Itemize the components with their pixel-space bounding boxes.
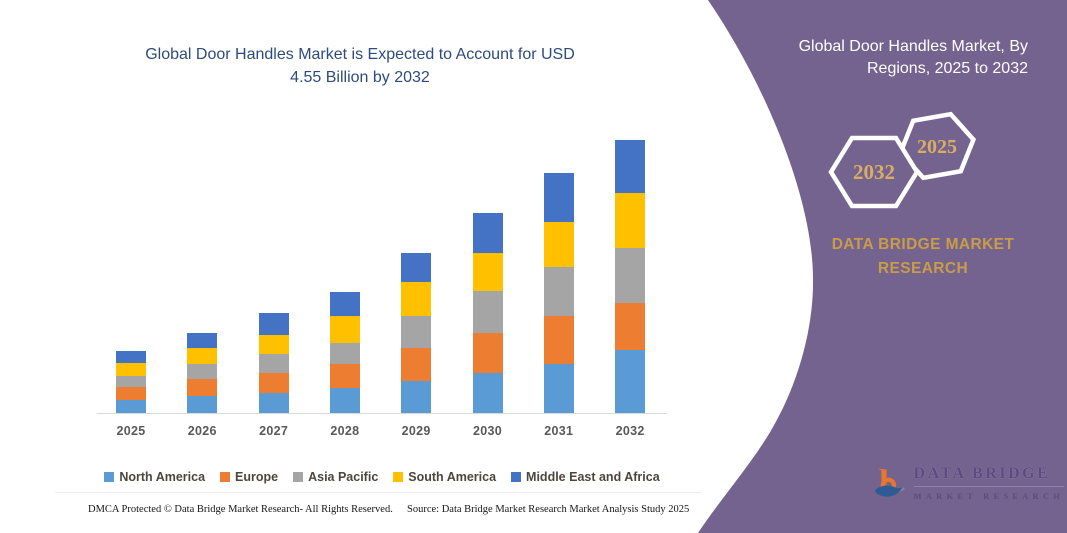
panel-title-line1: Global Door Handles Market, By: [798, 38, 1028, 55]
x-axis-line: [97, 413, 667, 414]
bar-segment-middle-east-and-africa: [116, 351, 146, 364]
bar-segment-europe: [543, 315, 574, 365]
bar-segment-europe: [258, 373, 289, 394]
bar-segment-north-america: [401, 381, 432, 413]
footer-divider: [55, 492, 701, 493]
legend-item-asia-pacific: Asia Pacific: [293, 470, 378, 484]
legend-item-north-america: North America: [104, 470, 205, 484]
bar-segment-middle-east-and-africa: [615, 140, 646, 193]
x-axis-label-2030: 2030: [472, 424, 502, 438]
dbmr-logo: DATA BRIDGE MARKET RESEARCH: [874, 452, 1064, 514]
dmca-footer-text: DMCA Protected © Data Bridge Market Rese…: [88, 504, 393, 515]
stacked-bar-2029: [401, 252, 432, 413]
x-axis-label-2025: 2025: [116, 424, 146, 438]
bar-segment-asia-pacific: [258, 353, 289, 374]
bar-segment-south-america: [543, 221, 574, 268]
x-axis-label-2032: 2032: [615, 424, 645, 438]
chart-title-line1: Global Door Handles Market is Expected t…: [145, 46, 575, 63]
legend-swatch: [104, 472, 115, 482]
stacked-bar-plot: [97, 119, 667, 413]
bar-segment-europe: [116, 386, 146, 400]
chart-title: Global Door Handles Market is Expected t…: [100, 43, 620, 89]
bar-segment-europe: [187, 379, 218, 397]
x-axis-label-2027: 2027: [259, 424, 289, 438]
dbmr-logo-icon: [874, 468, 905, 497]
x-axis-label-2029: 2029: [401, 424, 431, 438]
bar-segment-south-america: [329, 316, 360, 343]
dbmr-heading: DATA BRIDGE MARKET RESEARCH: [798, 233, 1048, 281]
stacked-bar-2032: [615, 140, 646, 413]
stacked-bar-2031: [543, 173, 574, 413]
dbmr-logo-text: DATA BRIDGE MARKET RESEARCH: [913, 465, 1064, 501]
bar-segment-asia-pacific: [329, 342, 360, 365]
bar-segment-south-america: [116, 363, 146, 377]
logo-name: DATA BRIDGE: [913, 465, 1064, 487]
bar-segment-asia-pacific: [116, 376, 146, 387]
stacked-bar-2030: [472, 213, 503, 413]
bar-segment-middle-east-and-africa: [329, 291, 360, 317]
legend-label: Middle East and Africa: [526, 470, 660, 484]
bar-segment-asia-pacific: [472, 291, 503, 333]
bar-segment-south-america: [472, 252, 503, 292]
bar-segment-north-america: [472, 372, 503, 413]
stacked-bar-2028: [329, 291, 360, 413]
bar-segment-middle-east-and-africa: [543, 173, 574, 222]
x-axis-label-2026: 2026: [187, 424, 217, 438]
bar-segment-asia-pacific: [615, 247, 646, 304]
panel-title: Global Door Handles Market, By Regions, …: [728, 36, 1028, 80]
bar-segment-europe: [329, 364, 360, 388]
logo-subtitle: MARKET RESEARCH: [913, 491, 1064, 501]
legend-item-middle-east-and-africa: Middle East and Africa: [511, 470, 660, 484]
bar-segment-north-america: [116, 399, 146, 413]
dbmr-heading-line2: RESEARCH: [877, 260, 969, 277]
bar-segment-middle-east-and-africa: [401, 252, 432, 283]
legend-label: Europe: [235, 470, 279, 484]
legend-swatch: [511, 472, 522, 482]
bar-segment-north-america: [543, 364, 574, 413]
bar-segment-south-america: [401, 282, 432, 316]
x-axis-label-2031: 2031: [544, 424, 574, 438]
bar-segment-north-america: [187, 396, 218, 413]
bar-segment-north-america: [615, 349, 646, 413]
legend-label: South America: [408, 470, 497, 484]
stacked-bar-2025: [116, 351, 146, 413]
bar-segment-south-america: [258, 335, 289, 354]
bar-segment-middle-east-and-africa: [187, 332, 218, 348]
bar-segment-europe: [401, 347, 432, 382]
bar-segment-north-america: [258, 393, 289, 413]
bar-segment-south-america: [615, 192, 646, 248]
bar-segment-south-america: [187, 347, 218, 365]
legend-item-south-america: South America: [393, 470, 496, 484]
stacked-bar-2026: [187, 332, 218, 413]
legend-label: Asia Pacific: [308, 470, 379, 484]
panel-title-line2: Regions, 2025 to 2032: [866, 60, 1028, 77]
bar-segment-europe: [615, 303, 646, 350]
logo-blue-swoosh: [874, 485, 903, 497]
bar-segment-north-america: [329, 387, 360, 413]
legend-swatch: [393, 472, 404, 482]
legend-label: North America: [119, 470, 206, 484]
hexagon-2025-year: 2025: [917, 136, 957, 158]
chart-title-line2: 4.55 Billion by 2032: [290, 69, 430, 86]
stacked-bar-2027: [258, 312, 289, 413]
bar-segment-asia-pacific: [187, 364, 218, 380]
bar-segment-middle-east-and-africa: [472, 213, 503, 253]
bar-segment-asia-pacific: [543, 267, 574, 316]
year-hexagons: 2025 2032: [828, 111, 977, 209]
chart-legend: North America Europe Asia Pacific South Ame…: [77, 470, 687, 484]
legend-swatch: [293, 472, 304, 482]
bar-segment-europe: [472, 332, 503, 373]
bar-segment-asia-pacific: [401, 315, 432, 348]
hexagon-2032-year: 2032: [853, 160, 895, 184]
source-footer-text: Source: Data Bridge Market Research Mark…: [407, 504, 690, 515]
x-axis-label-2028: 2028: [330, 424, 360, 438]
legend-item-europe: Europe: [220, 470, 278, 484]
dbmr-heading-line1: DATA BRIDGE MARKET: [831, 236, 1015, 253]
legend-swatch: [220, 472, 231, 482]
bar-segment-middle-east-and-africa: [258, 312, 289, 335]
